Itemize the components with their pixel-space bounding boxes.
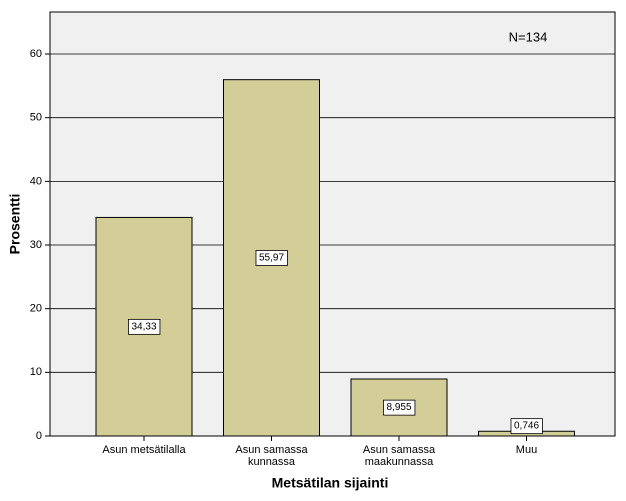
- value-label: 55,97: [259, 252, 284, 263]
- y-axis-title: Prosentti: [7, 194, 23, 255]
- y-tick-label: 10: [30, 366, 42, 378]
- value-label-box: [128, 318, 161, 335]
- y-tick-label: 20: [30, 303, 42, 315]
- x-tick-label: Asun metsätilalla: [102, 444, 186, 456]
- value-label: 0,746: [514, 421, 539, 432]
- y-tick-label: 0: [36, 430, 42, 442]
- y-tick-label: 40: [30, 175, 42, 187]
- x-tick-label: Asun samassa maakunnassa: [362, 444, 436, 468]
- value-label-box: [383, 399, 416, 416]
- x-tick-label: Asun samassa kunnassa: [235, 444, 308, 468]
- x-axis-title: Metsätilan sijainti: [272, 475, 389, 491]
- value-label: 34,33: [131, 321, 156, 332]
- y-tick-label: 50: [30, 112, 42, 124]
- value-label-box: [510, 418, 543, 435]
- y-tick-label: 30: [30, 239, 42, 251]
- value-label: 8,955: [386, 402, 411, 413]
- value-label-box: [255, 250, 288, 266]
- x-tick-label: Muu: [515, 444, 538, 456]
- annotation: N=134: [509, 29, 548, 44]
- y-tick-label: 60: [30, 48, 42, 60]
